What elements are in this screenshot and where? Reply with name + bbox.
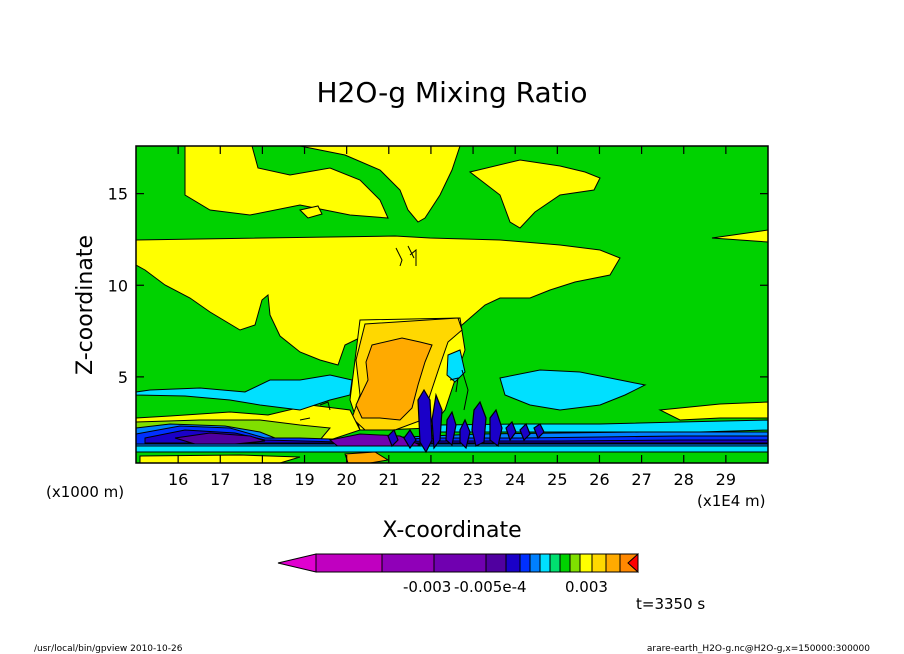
footer-right: arare-earth_H2O-g.nc@H2O-g,x=150000:3000… bbox=[647, 644, 870, 654]
plot-frame bbox=[135, 145, 769, 464]
colorbar-cell bbox=[315, 553, 383, 573]
colorbar-cell bbox=[433, 553, 487, 573]
cloud-core-inner bbox=[355, 337, 433, 421]
surface-orange-patch bbox=[344, 451, 390, 463]
lower-layer-yellow-right bbox=[658, 401, 768, 421]
colorbar-label-high: 0.003 bbox=[565, 578, 608, 596]
lower-layer-cyan-left bbox=[136, 374, 353, 411]
upper-moist-region-center bbox=[299, 146, 461, 223]
convective-oscillations bbox=[387, 388, 545, 454]
colorbar-cell bbox=[505, 553, 521, 573]
colorbar bbox=[277, 552, 639, 574]
upper-moist-region-right bbox=[468, 159, 601, 229]
x-tick-label: 18 bbox=[252, 470, 272, 489]
x-tick-label: 26 bbox=[589, 470, 609, 489]
x-axis-label: X-coordinate bbox=[382, 518, 521, 543]
x-tick-label: 21 bbox=[379, 470, 399, 489]
colorbar-label-mid: -0.005e-4 bbox=[454, 578, 527, 596]
y-tick-label: 10 bbox=[108, 276, 128, 295]
x-tick-label: 19 bbox=[294, 470, 314, 489]
y-tick-label: 15 bbox=[108, 185, 128, 204]
colorbar-cell bbox=[539, 553, 551, 573]
x-tick-label: 17 bbox=[210, 470, 230, 489]
colorbar-cell bbox=[591, 553, 607, 573]
y-axis: 5 10 15 bbox=[108, 185, 768, 387]
x-unit-note: (x1E4 m) bbox=[697, 492, 766, 510]
time-label: t=3350 s bbox=[636, 595, 705, 613]
colorbar-cell bbox=[485, 553, 507, 573]
colorbar-cell bbox=[529, 553, 541, 573]
colorbar-cell bbox=[549, 553, 561, 573]
colorbar-cell bbox=[579, 553, 593, 573]
y-tick-label: 5 bbox=[118, 368, 128, 387]
lower-layer-cyan-right bbox=[499, 369, 647, 411]
x-tick-label: 22 bbox=[421, 470, 441, 489]
upper-moist-region-small bbox=[299, 205, 323, 219]
x-tick-label: 24 bbox=[505, 470, 525, 489]
colorbar-cell bbox=[381, 553, 435, 573]
x-tick-label: 23 bbox=[463, 470, 483, 489]
colorbar-cell bbox=[605, 553, 621, 573]
colorbar-cell bbox=[519, 553, 531, 573]
x-tick-label: 20 bbox=[336, 470, 356, 489]
footer-left: /usr/local/bin/gpview 2010-10-26 bbox=[34, 644, 183, 654]
contour-field bbox=[136, 146, 768, 463]
y-axis-label: Z-coordinate bbox=[73, 235, 98, 375]
x-axis: 16 17 18 19 20 21 22 23 24 25 26 27 28 29 bbox=[168, 146, 736, 489]
x-tick-label: 27 bbox=[631, 470, 651, 489]
scattered-contour-marks bbox=[299, 245, 469, 421]
surface-cyan-band bbox=[136, 445, 768, 453]
x-tick-label: 25 bbox=[547, 470, 567, 489]
upper-moist-region-edge bbox=[711, 229, 768, 243]
x-tick-label: 28 bbox=[674, 470, 694, 489]
colorbar-cell bbox=[559, 553, 571, 573]
surface-green-band bbox=[136, 451, 768, 463]
chart-title: H2O-g Mixing Ratio bbox=[316, 76, 587, 109]
colorbar-cell bbox=[569, 553, 581, 573]
upper-moist-region-left bbox=[184, 146, 389, 219]
boundary-layer-dry-core bbox=[174, 432, 266, 445]
colorbar-high-arrow bbox=[627, 552, 639, 574]
x-tick-label: 16 bbox=[168, 470, 188, 489]
x-tick-label: 29 bbox=[716, 470, 736, 489]
y-unit-note: (x1000 m) bbox=[46, 483, 124, 501]
lower-layer-cyan-mid bbox=[446, 349, 466, 383]
colorbar-low-arrow bbox=[277, 553, 317, 573]
colorbar-label-low: -0.003 bbox=[403, 578, 451, 596]
